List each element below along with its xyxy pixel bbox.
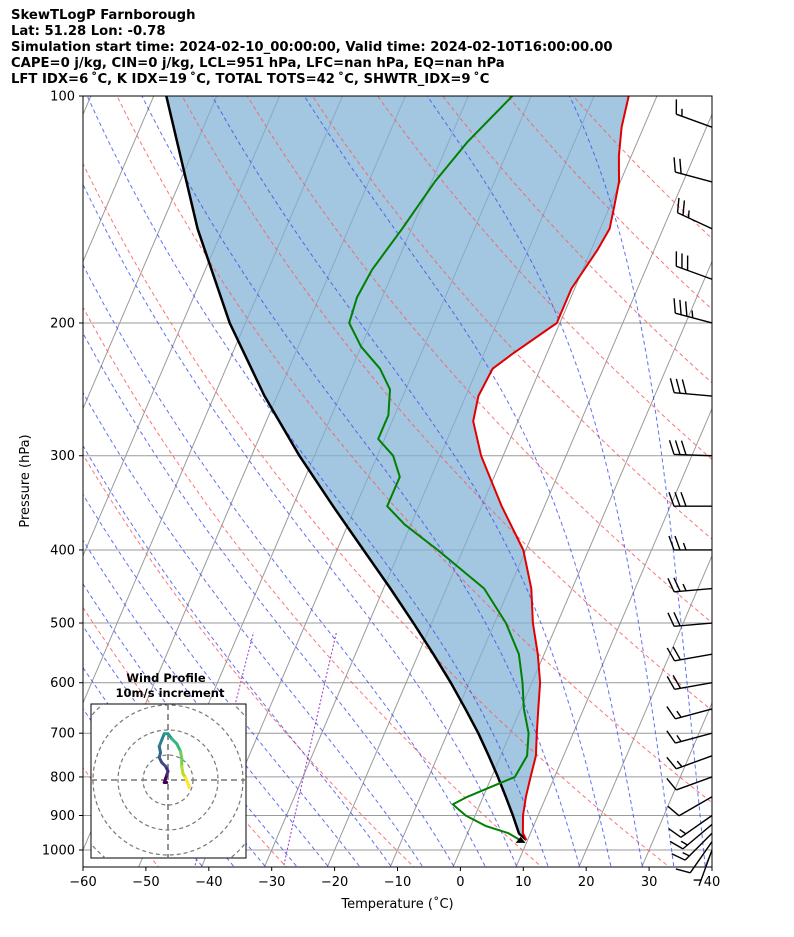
location-line: Lat: 51.28 Lon: -0.78 xyxy=(11,24,166,40)
hodograph-segment xyxy=(186,782,191,789)
dry-adiabat xyxy=(83,453,415,867)
x-tick-label: −60 xyxy=(69,875,96,890)
x-tick-label: −30 xyxy=(258,875,285,890)
wind-barb xyxy=(669,378,713,397)
parcel-profile-line xyxy=(165,96,528,841)
moist-adiabat xyxy=(569,96,706,867)
wind-barb xyxy=(673,298,713,324)
wind-barb xyxy=(675,251,713,280)
wind-barb xyxy=(673,157,713,183)
isotherm-line xyxy=(704,848,712,867)
moist-adiabat xyxy=(83,539,329,867)
x-tick-label: −20 xyxy=(321,875,348,890)
hodograph-subtitle: 10m/s increment xyxy=(116,686,225,700)
x-tick-label: 10 xyxy=(515,875,532,890)
wind-barb xyxy=(668,535,712,551)
moist-adiabat xyxy=(426,96,675,867)
wind-barb xyxy=(666,646,713,662)
x-tick-label: −10 xyxy=(384,875,411,890)
wind-barb xyxy=(667,796,713,817)
isotherm-line xyxy=(578,554,712,867)
x-tick-label: 40 xyxy=(704,875,721,890)
dry-adiabat xyxy=(442,96,712,384)
moist-adiabat xyxy=(83,332,455,867)
y-tick-label: 200 xyxy=(50,316,75,331)
lcl-marker xyxy=(515,836,526,843)
chart-title: SkewTLogP Farnborough xyxy=(11,8,196,23)
moist-adiabat xyxy=(83,263,486,867)
x-tick-label: 0 xyxy=(456,875,464,890)
moist-adiabat xyxy=(83,493,360,867)
dry-adiabat xyxy=(116,96,712,804)
moist-adiabat xyxy=(83,582,297,867)
moist-adiabat xyxy=(83,444,392,867)
wind-barb xyxy=(668,814,713,838)
wind-barb xyxy=(668,440,713,457)
index-line: LFT IDX=6 ˚C, K IDX=19 ˚C, TOTAL TOTS=42… xyxy=(11,72,490,88)
moist-adiabat xyxy=(211,96,612,867)
y-tick-label: 500 xyxy=(50,617,75,632)
y-tick-label: 800 xyxy=(50,770,75,785)
axes: −60 −50 −40 −30 −20 −10 0 10 20 30 40 1000 900 800 700… xyxy=(42,90,720,891)
x-axis-label: Temperature (˚C) xyxy=(340,896,453,912)
dry-adiabat xyxy=(311,96,712,540)
isotherm-line xyxy=(389,113,712,867)
chart-header: SkewTLogP Farnborough Lat: 51.28 Lon: -0… xyxy=(11,8,613,88)
dry-adiabat xyxy=(246,96,712,624)
wind-barb xyxy=(671,832,713,861)
temperature-line xyxy=(472,96,630,841)
hodograph-inset xyxy=(90,703,247,859)
wind-barb xyxy=(675,99,713,128)
wind-barb xyxy=(668,491,712,507)
reference-lines xyxy=(83,96,712,867)
isotherm-line xyxy=(515,407,712,867)
wind-barb xyxy=(667,612,713,628)
x-tick-label: 20 xyxy=(578,875,595,890)
dry-adiabat xyxy=(83,162,671,867)
y-tick-label: 600 xyxy=(50,676,75,691)
isotherm-line xyxy=(83,96,155,263)
sounding-profiles xyxy=(165,96,630,843)
x-tick-label: −40 xyxy=(195,875,222,890)
moist-adiabat xyxy=(303,96,643,867)
time-line: Simulation start time: 2024-02-10_00:00:… xyxy=(11,40,613,56)
y-axis-label: Pressure (hPa) xyxy=(18,434,33,527)
wind-barb xyxy=(693,849,713,886)
y-tick-label: 400 xyxy=(50,543,75,558)
mixing-ratio-line xyxy=(283,631,337,867)
wind-barb xyxy=(667,577,713,593)
wind-barb xyxy=(666,706,713,720)
wind-barb xyxy=(666,776,713,791)
isotherm-line xyxy=(83,96,218,410)
x-tick-label: −50 xyxy=(132,875,159,890)
wind-barb xyxy=(675,841,713,874)
moist-adiabat xyxy=(141,96,580,867)
wind-barb xyxy=(676,197,713,230)
hodograph-title: Wind Profile xyxy=(126,671,206,685)
wind-barb xyxy=(666,730,713,744)
dry-adiabat xyxy=(83,306,543,867)
wind-barb xyxy=(666,755,713,770)
wind-barb xyxy=(669,823,713,850)
y-tick-label: 700 xyxy=(50,727,75,742)
wind-barb xyxy=(666,675,713,691)
y-tick-label: 900 xyxy=(50,809,75,824)
wind-barbs xyxy=(666,99,713,886)
y-tick-label: 100 xyxy=(50,90,75,105)
y-tick-label: 1000 xyxy=(42,844,75,859)
moist-adiabat xyxy=(86,96,549,867)
cape-line: CAPE=0 j/kg, CIN=0 j/kg, LCL=951 hPa, LF… xyxy=(11,56,505,72)
moist-adiabat xyxy=(83,183,517,867)
x-tick-label: 30 xyxy=(641,875,658,890)
dewpoint-line xyxy=(348,96,530,841)
moist-adiabat xyxy=(83,391,423,867)
y-tick-label: 300 xyxy=(50,449,75,464)
